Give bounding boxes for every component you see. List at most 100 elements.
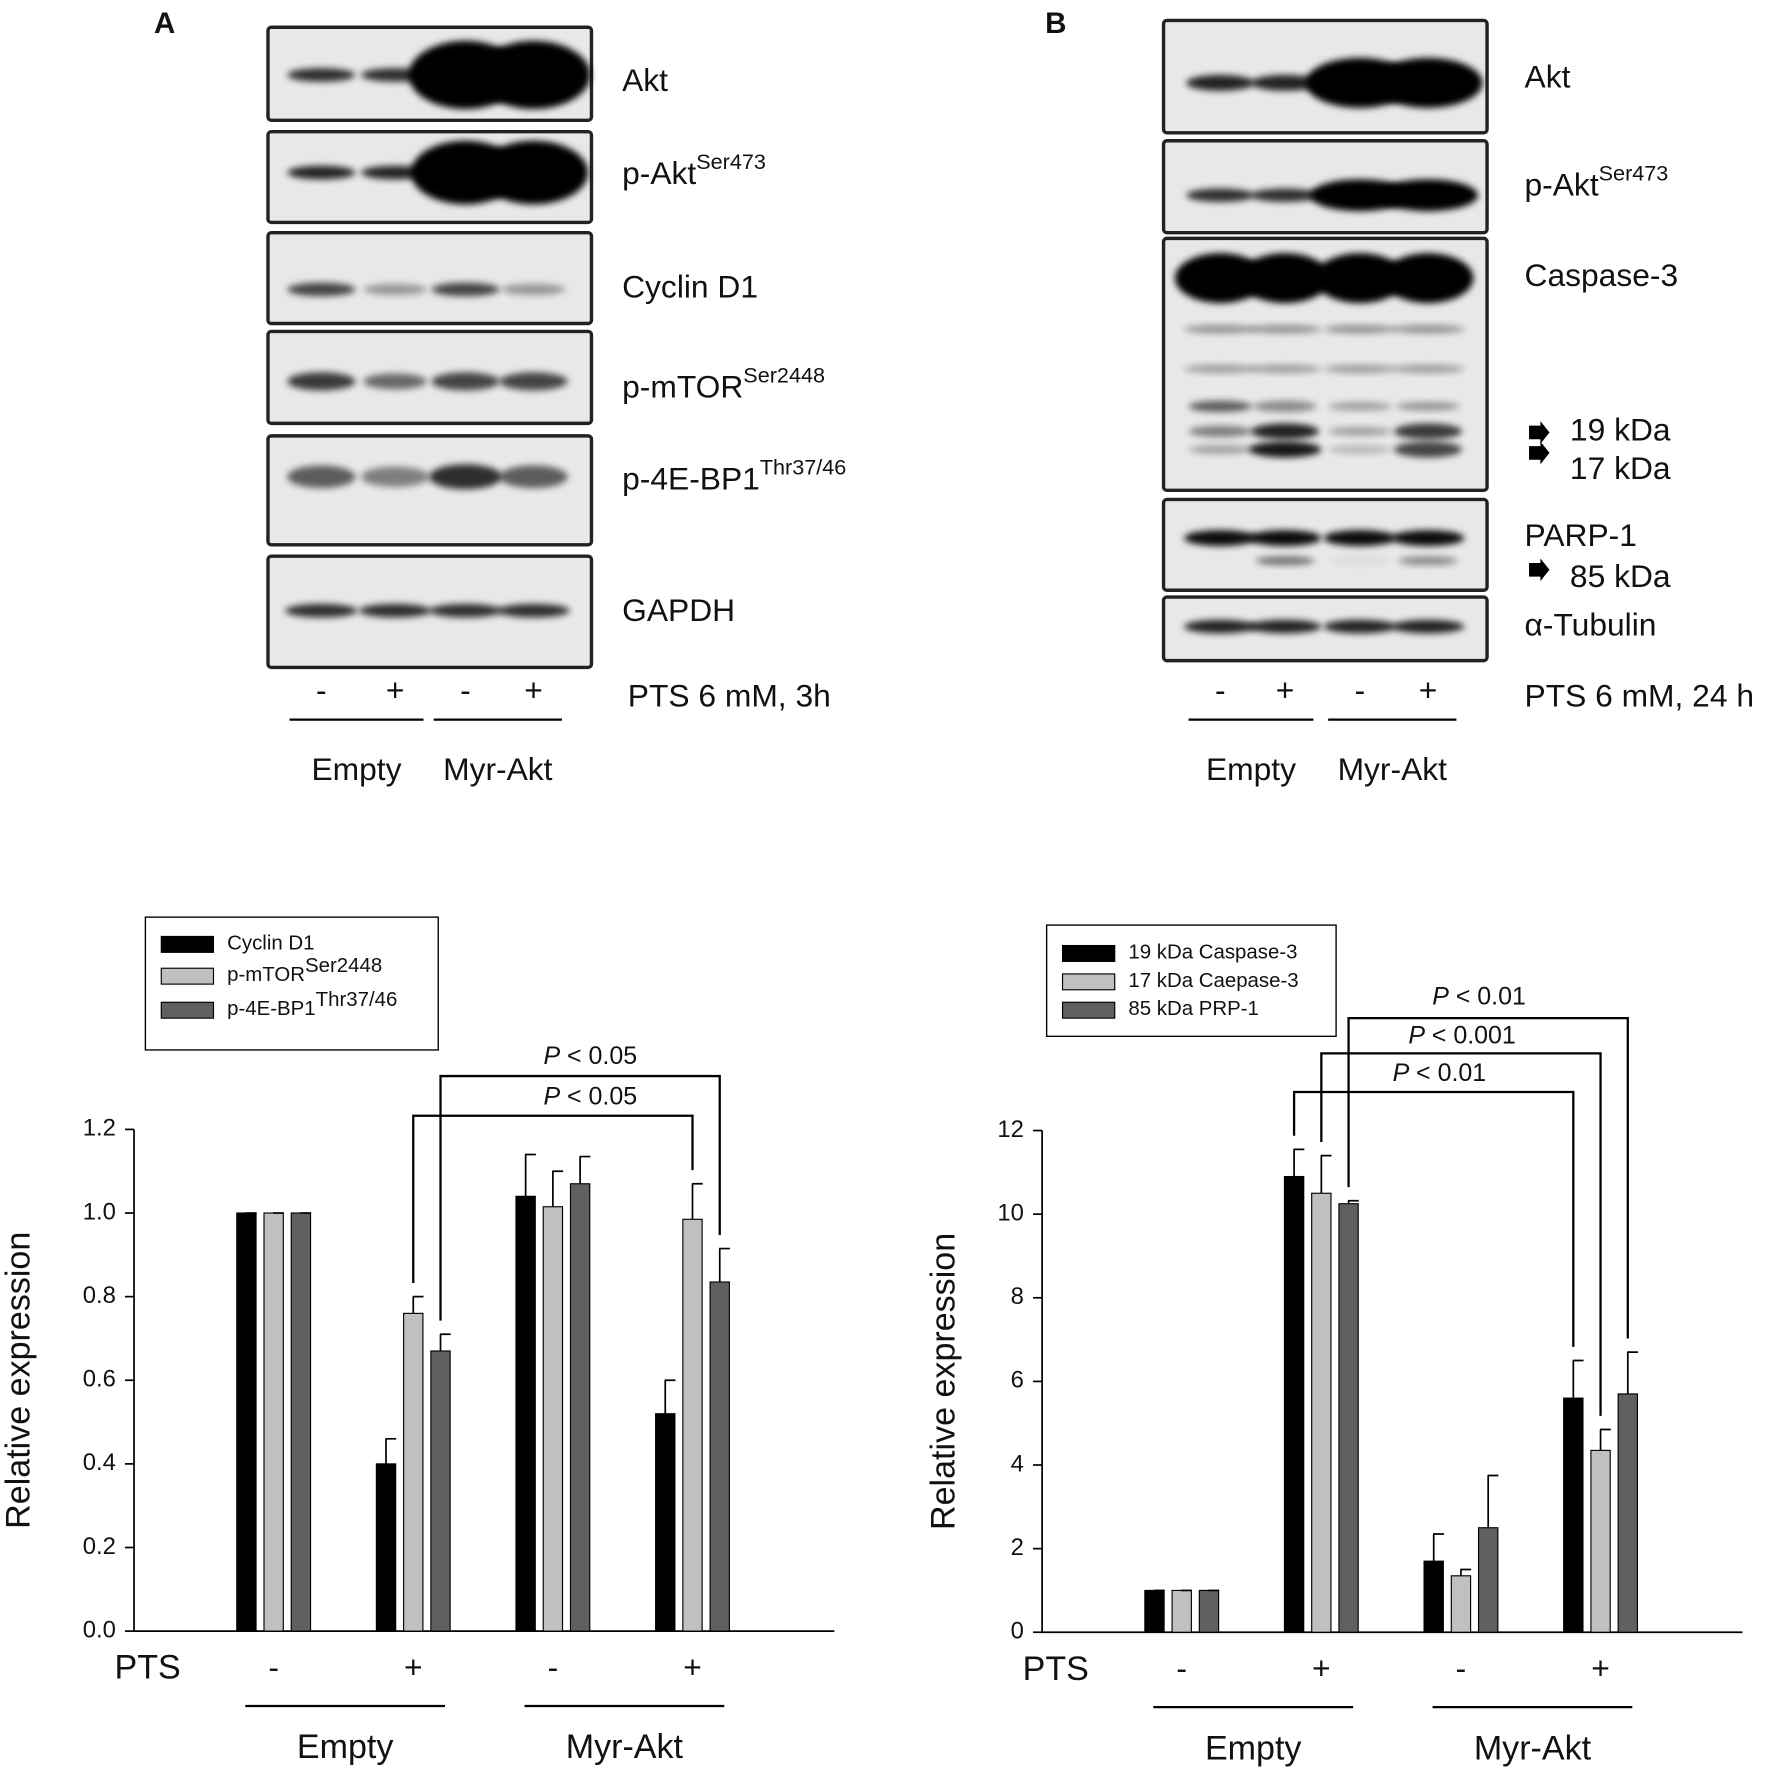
blot-band (1323, 324, 1397, 334)
blot-label-main: Akt (622, 62, 668, 98)
bar (236, 1212, 257, 1632)
legend-name: 85 kDa PRP-1 (1128, 999, 1259, 1021)
blot-band (1382, 253, 1474, 304)
bar (1450, 1575, 1472, 1633)
legend-label: p-mTORSer2448 (227, 955, 382, 986)
legend-label: 85 kDa PRP-1 (1128, 999, 1259, 1021)
treatment-sign: + (524, 672, 543, 708)
error-bar (579, 1155, 591, 1184)
bar (655, 1413, 676, 1632)
legend-box (144, 916, 439, 1051)
blot-label-main: α-Tubulin (1525, 607, 1657, 643)
bar (1338, 1203, 1359, 1633)
legend-name: p-4E-BP1 (227, 999, 316, 1021)
blot-band (1253, 400, 1317, 413)
blot-band (285, 603, 358, 618)
blot-label: Akt (1525, 59, 1571, 95)
p-text: < 0.01 (1416, 1058, 1486, 1086)
x-tick-label: + (1312, 1650, 1331, 1686)
x-tick-label: + (1591, 1650, 1610, 1686)
treatment-sign: + (1276, 672, 1295, 708)
error-bar (664, 1379, 676, 1414)
blot-band (1328, 426, 1392, 436)
blot-band (1248, 530, 1322, 546)
blot-box (1161, 595, 1489, 663)
group-label: Myr-Akt (1474, 1729, 1592, 1767)
treatment-sign: - (1215, 672, 1226, 708)
y-tick-label: 10 (997, 1199, 1024, 1226)
p-italic: P (544, 1082, 561, 1110)
bar (709, 1281, 730, 1632)
blot-band (1396, 401, 1460, 411)
legend-swatch (1061, 944, 1116, 962)
blot-band (363, 373, 427, 390)
error-bar (1293, 1148, 1305, 1177)
group-label: Myr-Akt (566, 1728, 684, 1766)
error-bar (1460, 1568, 1472, 1576)
blot-band (1183, 530, 1257, 546)
blot-band (1393, 441, 1463, 458)
group-label: Empty (311, 751, 401, 787)
blot-label: p-AktSer473 (622, 149, 766, 191)
blot-band (1248, 441, 1322, 458)
blot-band (1323, 619, 1397, 634)
blot-band (1393, 423, 1463, 440)
legend-name: 17 kDa Caepase-3 (1128, 970, 1298, 992)
bar (375, 1463, 397, 1632)
blot-label-main: 85 kDa (1570, 558, 1671, 594)
treatment-label: PTS 6 mM, 3h (628, 677, 831, 713)
y-tick-label: 6 (1011, 1367, 1024, 1394)
bar (1311, 1192, 1332, 1633)
blot-label: p-AktSer473 (1525, 160, 1669, 202)
blot-band (1391, 364, 1465, 374)
blot-band (1174, 253, 1266, 304)
treatment-label: PTS 6 mM, 24 h (1525, 677, 1755, 713)
legend-box (1045, 924, 1337, 1038)
blot-band (431, 282, 500, 297)
blot-label-main: p-Akt (622, 155, 696, 191)
blot-label-main: PARP-1 (1525, 517, 1637, 553)
y-tick-label: 12 (997, 1116, 1024, 1143)
blot-label: α-Tubulin (1525, 607, 1657, 643)
blot-label-main: Akt (1525, 59, 1571, 95)
y-tick-label: 1.2 (83, 1115, 116, 1142)
y-tick-label: 2 (1011, 1534, 1024, 1561)
blot-label-main: p-4E-BP1 (622, 461, 760, 497)
legend-sup: Thr37/46 (316, 990, 398, 1012)
treatment-sign: - (316, 672, 327, 708)
blot-label-sup: Ser473 (1599, 160, 1669, 185)
blot-label: Akt (622, 62, 668, 98)
blot-band (287, 68, 356, 82)
legend-sup: Ser2448 (305, 955, 382, 977)
blot-band (1239, 253, 1331, 304)
blot-band (1323, 364, 1397, 374)
blot-band (429, 603, 502, 618)
blot-band (363, 283, 427, 296)
blot-label-main: Caspase-3 (1525, 257, 1679, 293)
significance-bracket (1347, 1017, 1629, 1339)
bar (1590, 1449, 1611, 1633)
group-label: Myr-Akt (443, 751, 553, 787)
bar (682, 1218, 703, 1632)
blot-band (1188, 444, 1253, 455)
blot-box (266, 329, 594, 426)
blot-band (1248, 619, 1322, 634)
blot-band (287, 372, 356, 391)
bar (430, 1350, 451, 1632)
blot-label: 85 kDa (1570, 558, 1671, 594)
x-axis-label: PTS (1023, 1650, 1089, 1688)
y-tick-label: 0.6 (83, 1366, 116, 1393)
bar (1171, 1589, 1192, 1633)
p-italic: P (1393, 1058, 1410, 1086)
blot-band (479, 140, 589, 205)
blot-band (361, 466, 430, 487)
significance-bracket (1292, 1090, 1575, 1347)
bar (1198, 1589, 1220, 1633)
blot-label: Cyclin D1 (622, 269, 758, 305)
blot-band (1391, 619, 1465, 634)
y-tick-label: 8 (1011, 1283, 1024, 1310)
x-tick-label: + (683, 1649, 702, 1685)
significance-bracket (439, 1074, 721, 1321)
error-bar (412, 1295, 424, 1314)
group-label: Empty (1206, 751, 1296, 787)
